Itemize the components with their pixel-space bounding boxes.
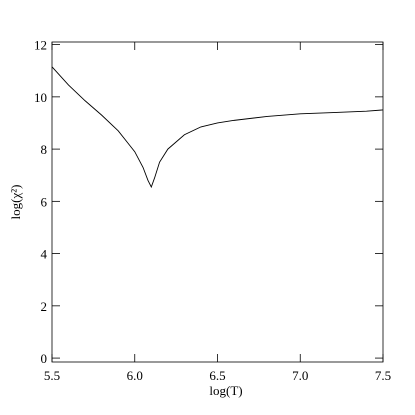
line [51,66,384,189]
y-tick-label: 10 [34,90,47,105]
x-tick-label: 5.5 [44,368,60,383]
x-axis-label: log(T) [209,383,242,398]
y-tick-label: 8 [41,142,48,157]
y-axis-label: log(χ²) [8,185,23,220]
y-tick-label: 2 [41,299,48,314]
x-tick-label: 7.5 [375,368,391,383]
x-tick-label: 7.0 [292,368,308,383]
y-tick-label: 6 [41,194,48,209]
y-tick-label: 0 [41,351,48,366]
y-tick-label: 4 [41,247,48,262]
x-tick-label: 6.0 [127,368,143,383]
x-tick-label: 6.5 [209,368,225,383]
y-tick-label: 12 [34,38,47,53]
plot-frame [51,41,384,363]
